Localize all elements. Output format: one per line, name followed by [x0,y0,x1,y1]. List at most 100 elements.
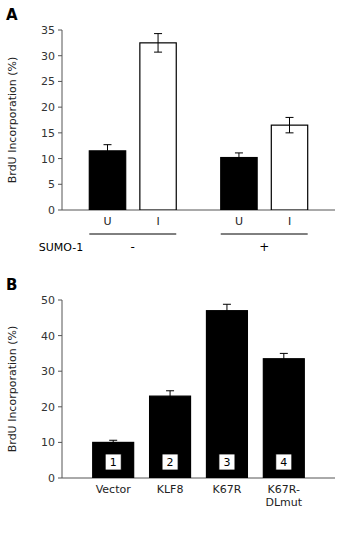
error-bar [280,353,288,364]
x-tick-label: KLF8 [157,483,184,496]
y-tick [58,158,62,159]
error-cap [223,304,231,305]
bar [89,151,125,210]
x-tick-label-line: U [235,215,243,228]
y-tick-label: 5 [48,178,55,191]
bar [221,158,257,210]
x-tick-label-line: K67R- [268,483,300,496]
x-tick-label: Vector [96,483,132,496]
y-tick [58,210,62,211]
x-tick-label: K67R [213,483,242,496]
error-stem [170,391,171,402]
y-tick-label: 10 [41,153,55,166]
error-cap [280,364,288,365]
bar [271,125,307,210]
y-tick-label: 50 [41,294,55,307]
bars [89,34,307,210]
error-cap [280,353,288,354]
error-bar [109,440,117,444]
error-cap [286,117,294,118]
panel-label: B [6,276,17,294]
error-cap [286,132,294,133]
error-stem [107,145,108,157]
y-axis-label: BrdU Incorporation (%) [6,326,19,453]
x-tick-label-line: I [288,215,291,228]
box-label: 3 [223,456,230,469]
panel-label: A [6,6,18,24]
bar [263,359,304,478]
bar [206,311,247,478]
error-stem [226,304,227,317]
y-tick-label: 0 [48,472,55,485]
box-label-frame [162,454,178,470]
error-cap [235,162,243,163]
x-tick-label: I [288,215,291,228]
box-label-frame [276,454,292,470]
error-bar [286,117,294,132]
box-label: 4 [280,456,287,469]
y-axis-label: BrdU Incorporation (%) [6,57,19,184]
group-name: + [259,240,269,254]
y-tick-label: 40 [41,330,55,343]
y-tick-label: 0 [48,204,55,217]
y-axis [62,30,63,210]
y-tick [58,442,62,443]
error-cap [235,152,243,153]
error-cap [104,144,112,145]
error-bar [223,304,231,317]
error-stem [289,117,290,132]
bar [140,43,176,210]
error-stem [113,440,114,444]
panel: A05101520253035BrdU Incorporation (%)UIU… [6,6,335,254]
x-tick-label-line: DLmut [266,496,303,509]
box-label: 1 [110,456,117,469]
error-cap [104,157,112,158]
y-axis [62,300,63,478]
error-bar [154,34,162,53]
x-tick-label-line: U [103,215,111,228]
error-cap [166,390,174,391]
y-tick-label: 20 [41,401,55,414]
error-bar [166,391,174,402]
panel: B 0 10 20 30 40 50 BrdU Incorporation (%) 1 2 3 4 Ve… [6,276,335,509]
x-tick-label-line: KLF8 [157,483,184,496]
y-tick [58,371,62,372]
bar [150,396,191,478]
error-cap [154,52,162,53]
y-tick [58,81,62,82]
x-tick-label: U [235,215,243,228]
y-tick [58,184,62,185]
error-stem [283,353,284,364]
x-tick-label: I [156,215,159,228]
x-tick-label: K67R-DLmut [266,483,303,509]
box-label-frame [105,454,121,470]
error-cap [109,444,117,445]
y-tick-label: 15 [41,127,55,140]
error-stem [158,34,159,53]
y-tick-label: 30 [41,365,55,378]
y-tick [58,478,62,479]
error-cap [166,401,174,402]
x-tick-label-line: K67R [213,483,242,496]
y-tick [58,30,62,31]
group-underline [89,234,176,235]
box-label-frame [219,454,235,470]
y-tick [58,55,62,56]
x-tick-label: U [103,215,111,228]
box-label: 2 [167,456,174,469]
group-label: SUMO-1 [39,241,83,254]
error-cap [109,440,117,441]
error-bar [235,153,243,162]
y-tick [58,406,62,407]
y-tick-label: 20 [41,101,55,114]
error-bar [104,145,112,157]
y-tick [58,107,62,108]
group-underline [221,234,308,235]
error-cap [154,33,162,34]
x-tick-label-line: I [156,215,159,228]
y-tick-label: 35 [41,24,55,37]
y-tick [58,300,62,301]
figure: A05101520253035BrdU Incorporation (%)UIU… [0,0,350,556]
y-tick-label: 10 [41,436,55,449]
y-tick-label: 25 [41,75,55,88]
